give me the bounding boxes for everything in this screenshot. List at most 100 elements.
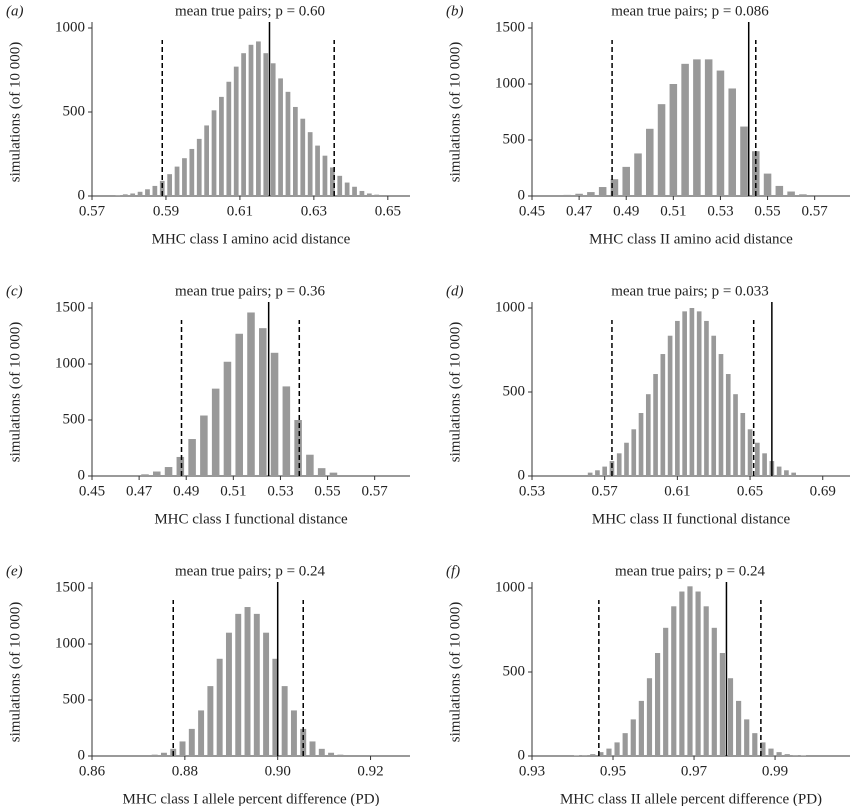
y-tick-label: 500 <box>63 103 86 119</box>
bar <box>360 191 365 196</box>
bar <box>145 189 150 196</box>
bar <box>777 467 782 476</box>
bar <box>622 167 630 196</box>
x-tick-label: 0.59 <box>153 203 179 219</box>
bar <box>204 125 209 196</box>
y-tick-label: 500 <box>63 411 86 427</box>
bar <box>247 312 255 476</box>
bar <box>189 729 195 756</box>
x-tick-label: 0.61 <box>227 203 253 219</box>
bar <box>367 193 372 196</box>
panel-label: (a) <box>6 3 24 19</box>
bar <box>733 394 738 476</box>
bar <box>687 586 692 756</box>
x-tick-label: 0.57 <box>802 203 829 219</box>
y-axis-label: simulations (of 10 000) <box>447 322 463 462</box>
x-tick-label: 0.88 <box>172 763 198 779</box>
bar <box>234 67 239 196</box>
x-tick-label: 0.99 <box>762 763 788 779</box>
bar <box>599 187 607 196</box>
bar <box>212 389 220 476</box>
x-tick-label: 0.57 <box>592 483 619 499</box>
bar <box>167 174 172 196</box>
bar <box>197 139 202 196</box>
bar <box>661 354 666 476</box>
y-tick-label: 1000 <box>55 635 85 651</box>
x-axis-label: MHC class II functional distance <box>592 511 791 527</box>
bar <box>282 686 288 756</box>
y-tick-label: 0 <box>518 747 526 763</box>
bar <box>768 749 773 756</box>
bar <box>704 321 709 476</box>
bar <box>670 84 678 196</box>
x-axis-label: MHC class II amino acid distance <box>589 231 793 247</box>
y-tick-label: 1500 <box>55 579 85 595</box>
bar <box>374 195 379 196</box>
bar <box>740 413 745 476</box>
y-axis-label: simulations (of 10 000) <box>7 322 23 462</box>
panel: (c)mean true pairs; p = 0.36simulations … <box>6 283 410 527</box>
panel-label: (b) <box>446 3 464 19</box>
bar <box>235 334 243 476</box>
bar <box>226 633 232 756</box>
bar <box>690 308 695 476</box>
bar <box>564 195 572 196</box>
bar <box>726 374 731 476</box>
bar <box>138 192 143 196</box>
x-tick-label: 0.53 <box>519 483 545 499</box>
bar <box>352 187 357 196</box>
bar <box>254 614 260 756</box>
bar <box>588 473 593 476</box>
bar <box>631 429 636 476</box>
bar <box>323 156 328 196</box>
bar <box>653 374 658 476</box>
bar <box>762 453 767 476</box>
bar <box>259 328 267 476</box>
y-axis-label: simulations (of 10 000) <box>447 602 463 742</box>
bar <box>152 186 157 196</box>
chart-title: mean true pairs; p = 0.24 <box>615 563 766 579</box>
x-axis-label: MHC class I allele percent difference (P… <box>122 791 379 806</box>
bar <box>704 606 709 756</box>
y-tick-label: 500 <box>63 691 86 707</box>
bar <box>294 420 302 476</box>
y-tick-label: 1000 <box>495 579 525 595</box>
chart-title: mean true pairs; p = 0.033 <box>611 283 769 299</box>
bar <box>755 443 760 476</box>
bar <box>283 386 291 476</box>
bar <box>784 470 789 476</box>
y-tick-label: 0 <box>78 467 86 483</box>
y-tick-label: 0 <box>518 187 526 203</box>
bar <box>315 146 320 196</box>
bar <box>291 710 297 756</box>
x-tick-label: 0.61 <box>664 483 690 499</box>
bar <box>740 127 748 196</box>
x-axis-label: MHC class II allele percent difference (… <box>560 791 822 806</box>
bar <box>697 311 702 476</box>
bar <box>658 104 666 196</box>
bar <box>587 192 595 196</box>
bar <box>634 153 642 196</box>
bar <box>161 753 167 756</box>
bar <box>180 741 186 756</box>
x-tick-label: 0.57 <box>362 483 389 499</box>
bar <box>793 755 798 756</box>
bar <box>728 88 736 196</box>
bar <box>719 354 724 476</box>
x-tick-label: 0.53 <box>707 203 733 219</box>
bar <box>189 149 194 196</box>
panel: (a)mean true pairs; p = 0.60simulations … <box>6 3 410 247</box>
bar <box>271 353 279 476</box>
x-axis-label: MHC class I amino acid distance <box>152 231 351 247</box>
bar <box>212 110 217 196</box>
bar <box>256 41 261 196</box>
bar <box>647 678 652 756</box>
bar <box>623 733 628 756</box>
bar <box>306 455 314 476</box>
bar <box>293 107 298 196</box>
bar <box>693 59 701 196</box>
bar <box>748 429 753 476</box>
bar <box>198 710 204 756</box>
bar <box>712 628 717 756</box>
bar <box>217 659 223 756</box>
